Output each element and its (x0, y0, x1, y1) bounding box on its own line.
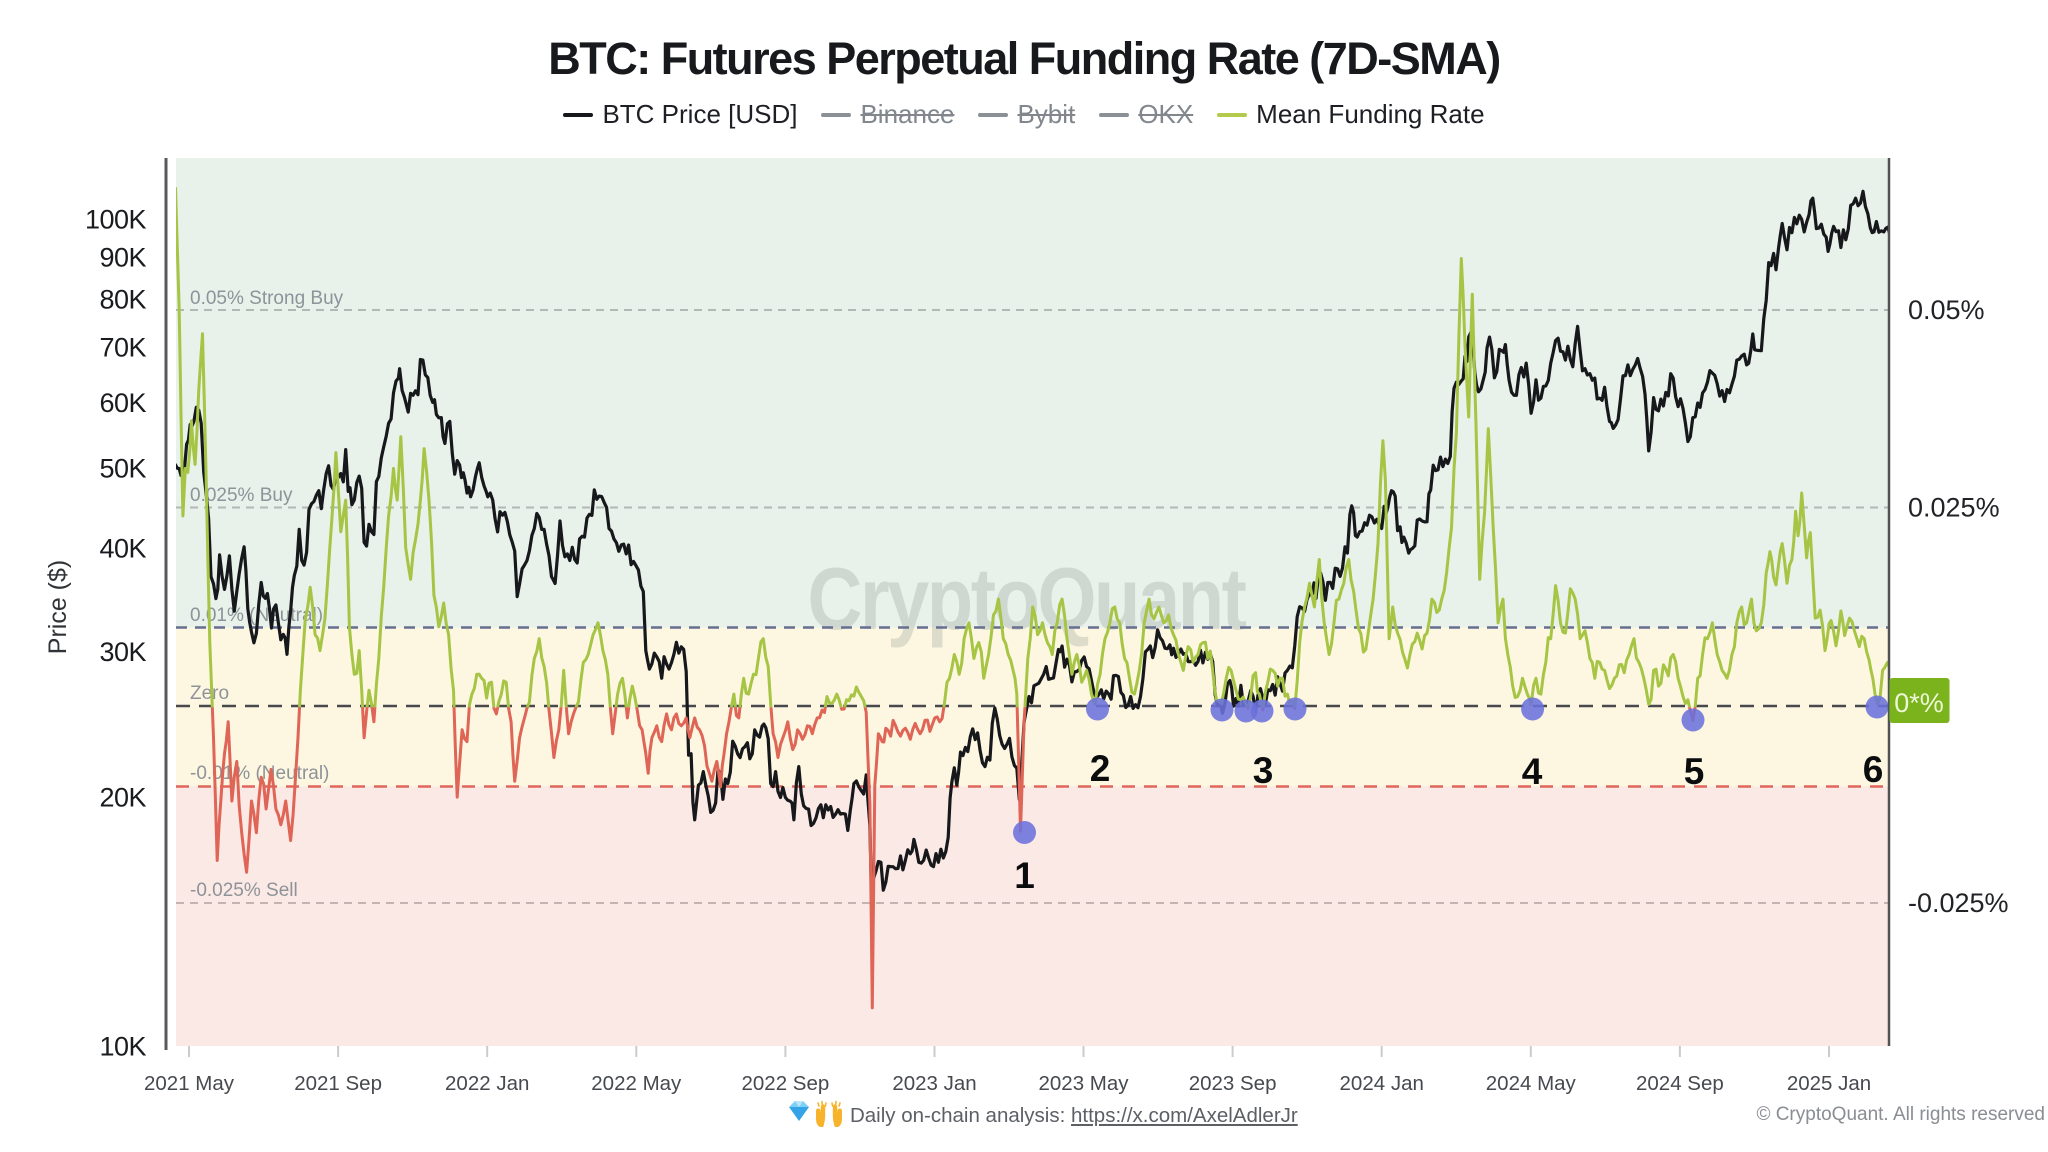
svg-text:10K: 10K (99, 1032, 146, 1062)
svg-text:30K: 30K (99, 637, 146, 667)
svg-text:60K: 60K (99, 388, 146, 418)
svg-text:2024 Jan: 2024 Jan (1340, 1072, 1424, 1095)
svg-text:90K: 90K (99, 242, 146, 272)
svg-text:100K: 100K (85, 205, 147, 235)
svg-text:0.05%: 0.05% (1908, 295, 1985, 325)
svg-text:6: 6 (1863, 749, 1884, 790)
svg-text:5: 5 (1684, 751, 1705, 792)
svg-text:-0.025%: -0.025% (1908, 888, 2009, 918)
svg-text:2022 Sep: 2022 Sep (742, 1072, 830, 1095)
svg-text:3: 3 (1253, 750, 1274, 791)
svg-text:2022 Jan: 2022 Jan (445, 1072, 529, 1095)
svg-text:1: 1 (1014, 855, 1035, 896)
svg-text:40K: 40K (99, 534, 146, 564)
svg-text:2023 May: 2023 May (1038, 1072, 1129, 1095)
svg-text:Price ($): Price ($) (44, 560, 72, 654)
svg-text:2024 May: 2024 May (1486, 1072, 1577, 1095)
svg-text:4: 4 (1522, 751, 1543, 792)
svg-text:50K: 50K (99, 454, 146, 484)
svg-text:0.05% Strong Buy: 0.05% Strong Buy (190, 288, 344, 309)
svg-text:70K: 70K (99, 333, 146, 363)
svg-text:2025 Jan: 2025 Jan (1787, 1072, 1871, 1095)
svg-text:2: 2 (1090, 748, 1111, 789)
svg-text:2023 Jan: 2023 Jan (892, 1072, 976, 1095)
svg-text:0.025% Buy: 0.025% Buy (190, 485, 293, 506)
svg-text:CryptoQuant: CryptoQuant (808, 550, 1247, 649)
svg-text:0.025%: 0.025% (1908, 493, 2000, 523)
svg-text:2023 Sep: 2023 Sep (1189, 1072, 1277, 1095)
svg-text:Zero: Zero (190, 683, 229, 704)
svg-text:0*%: 0*% (1894, 688, 1944, 718)
svg-text:2021 Sep: 2021 Sep (294, 1072, 382, 1095)
svg-text:80K: 80K (99, 285, 146, 315)
svg-text:-0.025% Sell: -0.025% Sell (190, 880, 298, 901)
svg-text:2024 Sep: 2024 Sep (1636, 1072, 1724, 1095)
svg-text:2021 May: 2021 May (144, 1072, 235, 1095)
svg-text:20K: 20K (99, 783, 146, 813)
svg-text:2022 May: 2022 May (591, 1072, 682, 1095)
